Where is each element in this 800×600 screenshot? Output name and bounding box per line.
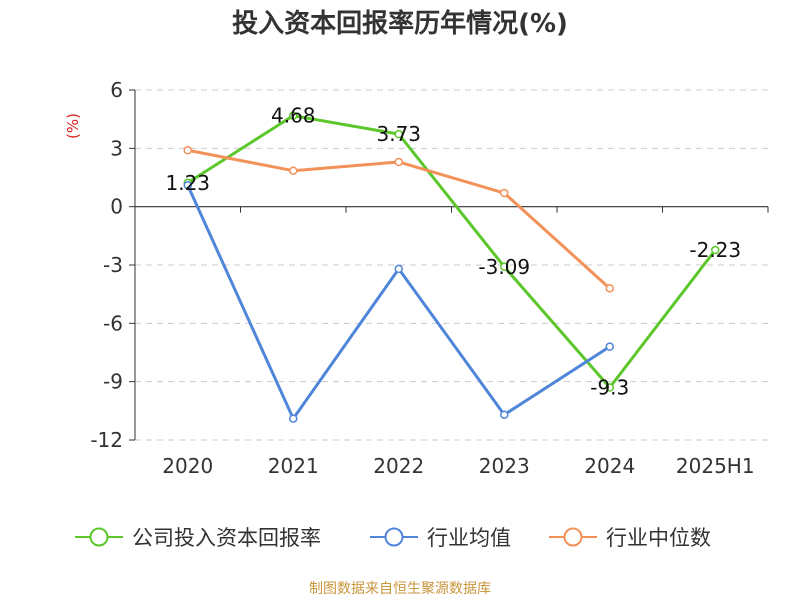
source-note: 制图数据来自恒生聚源数据库	[309, 581, 491, 597]
data-point	[711, 245, 720, 255]
y-axis-unit: (%)	[64, 113, 82, 139]
legend: 公司投入资本回报率 行业均值 行业中位数	[75, 526, 711, 550]
x-tick-label: 2025H1	[676, 454, 755, 478]
y-tick-label: 6	[110, 78, 123, 102]
data-point	[500, 262, 509, 271]
data-point	[289, 111, 298, 120]
x-tick-labels: 2020 2021 2022 2023 2024 2025H1	[162, 454, 754, 478]
y-tick-label: -6	[103, 311, 123, 335]
data-point	[183, 181, 192, 190]
data-point	[289, 414, 298, 423]
chart-title: 投入资本回报率历年情况(%)	[232, 8, 568, 39]
data-point	[394, 264, 403, 274]
data-point	[605, 383, 614, 392]
data-label: 3.73	[376, 122, 421, 146]
grid-lines	[135, 89, 768, 441]
legend-label: 行业中位数	[606, 526, 711, 550]
data-point	[183, 146, 192, 155]
data-label: -3.09	[478, 255, 530, 279]
legend-marker	[89, 527, 109, 547]
y-tick-label: -3	[103, 253, 123, 277]
series-line	[186, 114, 717, 389]
y-tick-label: 0	[110, 195, 123, 219]
data-label: 1.23	[165, 171, 210, 195]
y-tick-label: -9	[103, 370, 123, 394]
legend-label: 行业均值	[427, 526, 511, 550]
legend-marker	[384, 527, 404, 547]
data-point	[394, 129, 403, 139]
series-layer	[183, 111, 720, 423]
data-point	[394, 157, 403, 167]
data-point	[289, 166, 298, 175]
x-tick-label: 2023	[479, 454, 530, 478]
data-label: 4.68	[271, 104, 316, 128]
x-tick-label: 2021	[268, 454, 319, 478]
legend-marker	[563, 527, 583, 547]
data-point	[500, 188, 509, 198]
data-labels: 1.23 4.68 3.73 -3.09 -9.3 -2.23	[165, 104, 741, 400]
data-point	[605, 342, 614, 351]
data-label: -2.23	[689, 238, 741, 262]
axes	[129, 89, 769, 441]
series-line	[186, 184, 611, 421]
y-tick-label: 3	[110, 136, 123, 160]
y-tick-labels: 6 3 0 -3 -6 -9 -12	[90, 78, 123, 452]
x-tick-label: 2024	[584, 454, 635, 478]
x-tick-label: 2022	[373, 454, 424, 478]
data-point	[605, 284, 614, 293]
data-label: -9.3	[590, 376, 629, 400]
legend-label: 公司投入资本回报率	[132, 526, 321, 550]
data-point	[500, 410, 509, 419]
x-tick-label: 2020	[162, 454, 213, 478]
y-tick-label: -12	[90, 428, 123, 452]
